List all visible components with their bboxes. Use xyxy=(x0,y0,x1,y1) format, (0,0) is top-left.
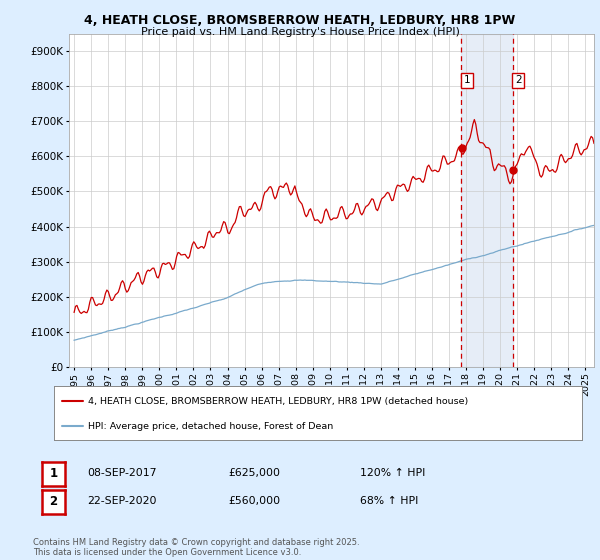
Text: 2: 2 xyxy=(49,495,58,508)
Text: 68% ↑ HPI: 68% ↑ HPI xyxy=(360,496,418,506)
Text: 120% ↑ HPI: 120% ↑ HPI xyxy=(360,468,425,478)
Text: Contains HM Land Registry data © Crown copyright and database right 2025.
This d: Contains HM Land Registry data © Crown c… xyxy=(33,538,359,557)
Text: £625,000: £625,000 xyxy=(228,468,280,478)
Text: 22-SEP-2020: 22-SEP-2020 xyxy=(87,496,157,506)
Text: 1: 1 xyxy=(49,467,58,480)
Text: 08-SEP-2017: 08-SEP-2017 xyxy=(87,468,157,478)
Text: 4, HEATH CLOSE, BROMSBERROW HEATH, LEDBURY, HR8 1PW: 4, HEATH CLOSE, BROMSBERROW HEATH, LEDBU… xyxy=(85,14,515,27)
Text: £560,000: £560,000 xyxy=(228,496,280,506)
Text: HPI: Average price, detached house, Forest of Dean: HPI: Average price, detached house, Fore… xyxy=(88,422,334,431)
Text: Price paid vs. HM Land Registry's House Price Index (HPI): Price paid vs. HM Land Registry's House … xyxy=(140,27,460,37)
Text: 2: 2 xyxy=(515,75,522,85)
Text: 4, HEATH CLOSE, BROMSBERROW HEATH, LEDBURY, HR8 1PW (detached house): 4, HEATH CLOSE, BROMSBERROW HEATH, LEDBU… xyxy=(88,397,469,406)
Text: 1: 1 xyxy=(463,75,470,85)
Bar xyxy=(461,34,512,367)
